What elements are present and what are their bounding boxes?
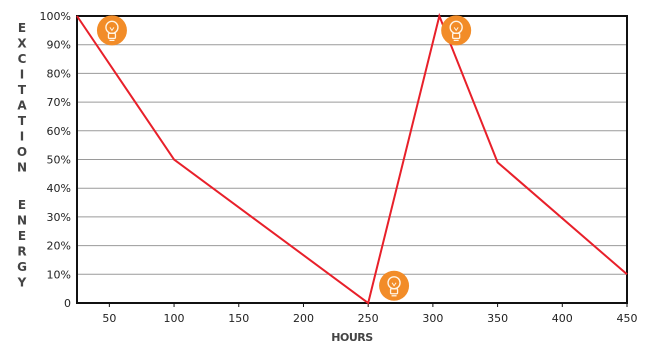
- y-axis-title-letter: T: [18, 83, 27, 97]
- x-tick-labels: 50 100 150 200 250 300 350 400 450: [102, 303, 638, 325]
- y-axis-title-letter: N: [17, 161, 27, 175]
- y-axis-title-letter: O: [17, 145, 27, 159]
- lightbulb-icon: [441, 15, 472, 46]
- lightbulb-icon: [96, 15, 127, 46]
- x-tick-label: 150: [228, 312, 249, 325]
- x-tick-label: 450: [617, 312, 638, 325]
- y-axis-title-letter: X: [17, 37, 27, 51]
- y-tick-label: 10%: [47, 268, 71, 281]
- y-tick-label: 40%: [47, 182, 71, 195]
- x-tick-label: 250: [358, 312, 379, 325]
- y-axis-title-letter: N: [17, 214, 27, 228]
- y-axis-title-letter: E: [18, 229, 26, 243]
- y-axis-title-letter: C: [18, 52, 27, 66]
- plot-frame: [76, 15, 628, 304]
- y-axis-title-letter: Y: [17, 276, 27, 290]
- y-tick-label: 0: [64, 297, 71, 310]
- y-axis-title-letter: G: [17, 260, 27, 274]
- y-axis-title-letter: I: [20, 130, 24, 144]
- y-tick-label: 80%: [47, 67, 71, 80]
- x-tick-label: 300: [422, 312, 443, 325]
- y-tick-label: 60%: [47, 125, 71, 138]
- series-layer: [76, 12, 628, 305]
- y-axis-title-letter: A: [17, 99, 27, 113]
- y-axis-title-letter: E: [18, 198, 26, 212]
- y-axis-title-letter: E: [18, 21, 26, 35]
- grid-lines: [77, 44, 627, 275]
- y-axis-title-letter: T: [18, 114, 27, 128]
- lightbulb-icon: [379, 270, 410, 301]
- y-tick-label: 90%: [47, 39, 71, 52]
- x-axis-title: HOURS: [331, 331, 373, 344]
- y-tick-labels: 0 10% 20% 30% 40% 50% 60% 70% 80% 90% 100%: [40, 10, 71, 310]
- x-tick-label: 400: [552, 312, 573, 325]
- y-tick-label: 100%: [40, 10, 71, 23]
- y-tick-label: 20%: [47, 240, 71, 253]
- x-tick-label: 100: [164, 312, 185, 325]
- x-tick-label: 350: [487, 312, 508, 325]
- y-axis-title-letter: I: [20, 68, 24, 82]
- y-tick-label: 50%: [47, 154, 71, 167]
- y-tick-label: 30%: [47, 211, 71, 224]
- x-tick-label: 50: [102, 312, 116, 325]
- y-axis-title-letter: R: [17, 245, 26, 259]
- x-tick-label: 200: [293, 312, 314, 325]
- marker-layer: [96, 15, 472, 301]
- y-tick-label: 70%: [47, 96, 71, 109]
- series-line: [76, 12, 628, 305]
